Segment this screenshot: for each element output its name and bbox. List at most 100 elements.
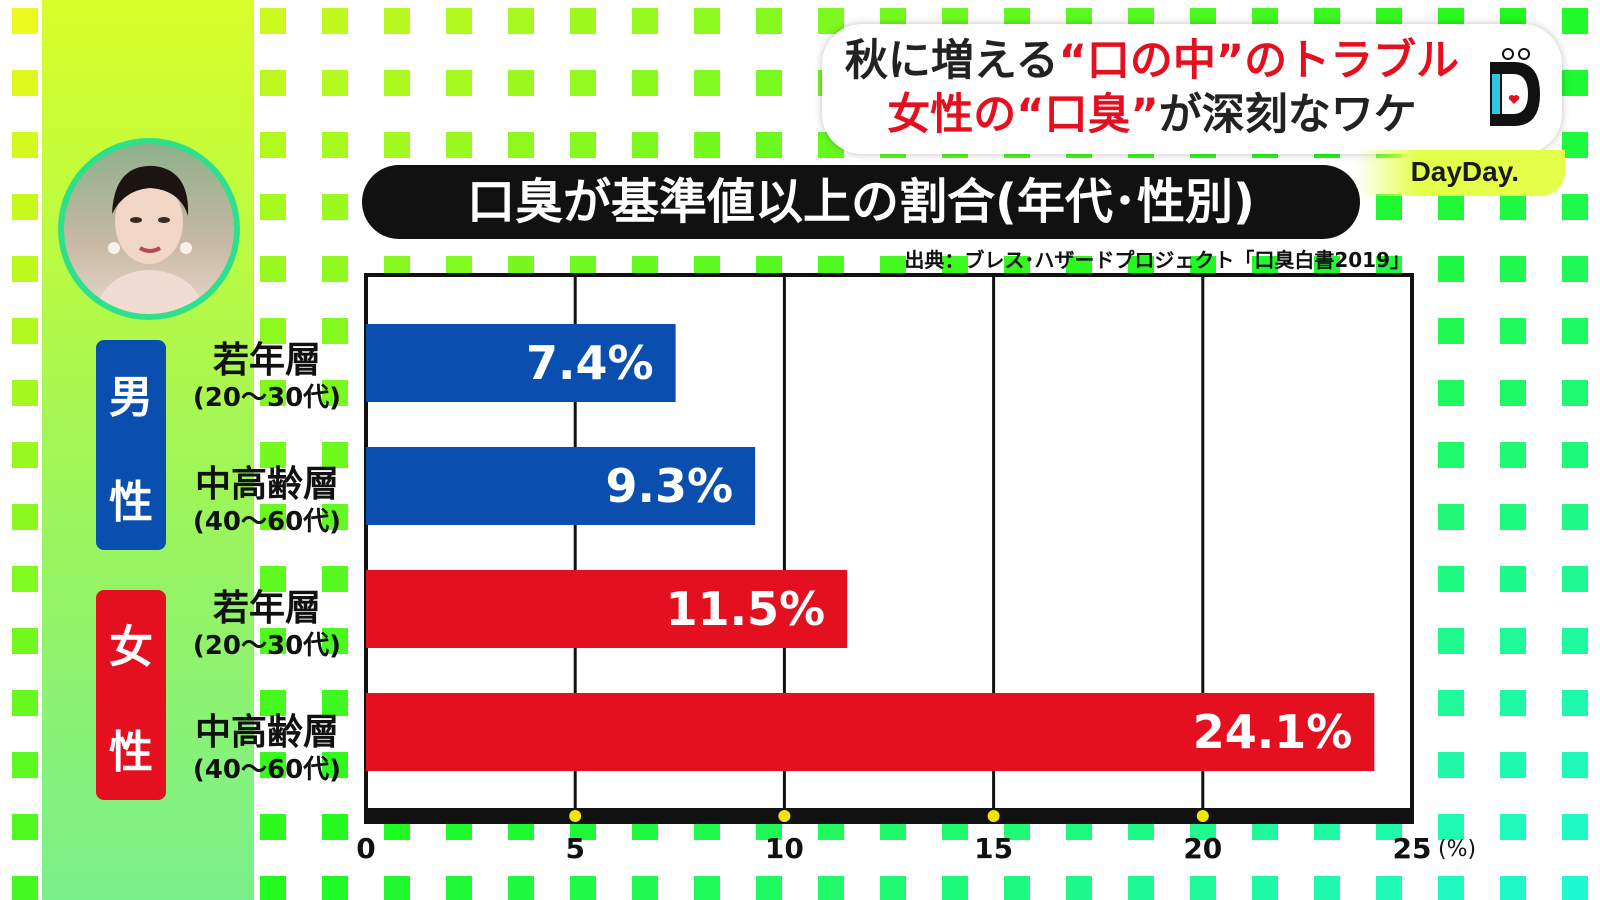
chart-title-pill: 口臭が基準値以上の割合(年代･性別) xyxy=(362,165,1360,239)
category-age-range: (40〜60代) xyxy=(192,507,342,537)
bg-dot xyxy=(12,628,38,654)
bg-dot xyxy=(1438,628,1464,654)
bg-dot xyxy=(570,132,596,158)
bg-dot xyxy=(570,876,596,900)
category-label: 中高齢層 (40〜60代) xyxy=(178,712,356,786)
bg-dot xyxy=(322,752,348,778)
x-axis-unit: (%) xyxy=(1438,837,1476,862)
bg-dot xyxy=(1562,690,1588,716)
group-tag-char: 女 xyxy=(109,621,153,673)
bg-dot xyxy=(1562,566,1588,592)
bar-value-label: 11.5% xyxy=(666,582,826,636)
bg-dot xyxy=(1128,876,1154,900)
category-age-range: (40〜60代) xyxy=(192,755,342,785)
bg-dot xyxy=(384,8,410,34)
group-tag-male: 男 性 xyxy=(96,340,166,550)
group-tag-char: 性 xyxy=(109,476,153,528)
group-tag-char: 性 xyxy=(109,726,153,778)
headline-segment: “口の中”のトラブル xyxy=(1058,36,1460,86)
bg-dot xyxy=(1500,690,1526,716)
bg-dot xyxy=(260,132,286,158)
bg-dot xyxy=(12,690,38,716)
bg-dot xyxy=(1500,318,1526,344)
chart-source: 出典：ブレス･ハザードプロジェクト「口臭白書2019」 xyxy=(904,248,1410,272)
bg-dot xyxy=(260,876,286,900)
bg-dot xyxy=(1438,876,1464,900)
x-tick-dot xyxy=(1196,810,1209,822)
bg-dot xyxy=(694,70,720,96)
bg-dot xyxy=(694,8,720,34)
headline-line-1: 秋に増える“口の中”のトラブル xyxy=(822,34,1482,88)
bg-dot xyxy=(260,752,286,778)
bg-dot xyxy=(260,8,286,34)
bg-dot xyxy=(632,8,658,34)
bg-dot xyxy=(508,132,534,158)
bg-dot xyxy=(1562,814,1588,840)
bg-dot xyxy=(1438,318,1464,344)
headline-banner: 秋に増える“口の中”のトラブル 女性の“口臭”が深刻なワケ xyxy=(822,24,1562,154)
bg-dot xyxy=(12,256,38,282)
category-name: 中高齢層 xyxy=(194,464,339,505)
show-logo-d: D xyxy=(1486,48,1544,130)
show-name-badge: DayDay. xyxy=(1355,150,1565,196)
bg-dot xyxy=(1562,318,1588,344)
x-tick-dot xyxy=(987,810,1000,822)
bg-dot xyxy=(1438,442,1464,468)
bg-dot xyxy=(880,876,906,900)
headline-segment: 女性の xyxy=(887,90,1017,140)
bg-dot xyxy=(446,70,472,96)
bg-dot xyxy=(1500,752,1526,778)
bg-dot xyxy=(632,876,658,900)
chart-title: 口臭が基準値以上の割合(年代･性別) xyxy=(467,174,1255,230)
bg-dot xyxy=(1314,876,1340,900)
category-label: 若年層 (20〜30代) xyxy=(178,340,356,414)
bg-dot xyxy=(1438,566,1464,592)
bg-dot xyxy=(322,8,348,34)
headline-segment: が深刻なワケ xyxy=(1158,90,1417,140)
bg-dot xyxy=(446,132,472,158)
bg-dot xyxy=(12,876,38,900)
bg-dot xyxy=(260,566,286,592)
x-axis-bar xyxy=(364,808,1414,824)
bg-dot xyxy=(1438,814,1464,840)
bar-value-label: 7.4% xyxy=(526,336,654,390)
bg-dot xyxy=(12,380,38,406)
bar xyxy=(366,693,1375,771)
bg-dot xyxy=(322,628,348,654)
bg-dot xyxy=(322,318,348,344)
bg-dot xyxy=(322,566,348,592)
bg-dot xyxy=(1500,814,1526,840)
bg-dot xyxy=(322,690,348,716)
bar-value-label: 24.1% xyxy=(1193,705,1353,759)
bg-dot xyxy=(322,256,348,282)
bg-dot xyxy=(260,318,286,344)
bg-dot xyxy=(632,132,658,158)
x-tick-label: 15 xyxy=(974,832,1013,865)
bg-dot xyxy=(1004,876,1030,900)
bg-dot xyxy=(260,256,286,282)
category-name: 若年層 xyxy=(212,340,321,381)
bg-dot xyxy=(1500,256,1526,282)
bg-dot xyxy=(322,876,348,900)
bg-dot xyxy=(1562,752,1588,778)
bg-dot xyxy=(756,876,782,900)
category-age-range: (20〜30代) xyxy=(192,631,342,661)
bar xyxy=(366,324,676,402)
bg-dot xyxy=(756,8,782,34)
bg-dot xyxy=(260,628,286,654)
bg-dot xyxy=(942,876,968,900)
x-tick-dot xyxy=(569,810,582,822)
x-tick-label: 25 xyxy=(1393,832,1432,865)
bg-dot xyxy=(12,194,38,220)
bar-value-label: 9.3% xyxy=(606,459,734,513)
bg-dot xyxy=(322,380,348,406)
group-tag-female: 女 性 xyxy=(96,590,166,800)
bg-dot xyxy=(260,690,286,716)
bg-dot xyxy=(1438,690,1464,716)
bg-dot xyxy=(1500,628,1526,654)
bg-dot xyxy=(12,318,38,344)
category-label: 中高齢層 (40〜60代) xyxy=(178,464,356,538)
x-tick-label: 5 xyxy=(565,832,584,865)
category-age-range: (20〜30代) xyxy=(192,383,342,413)
category-name: 若年層 xyxy=(212,588,321,629)
